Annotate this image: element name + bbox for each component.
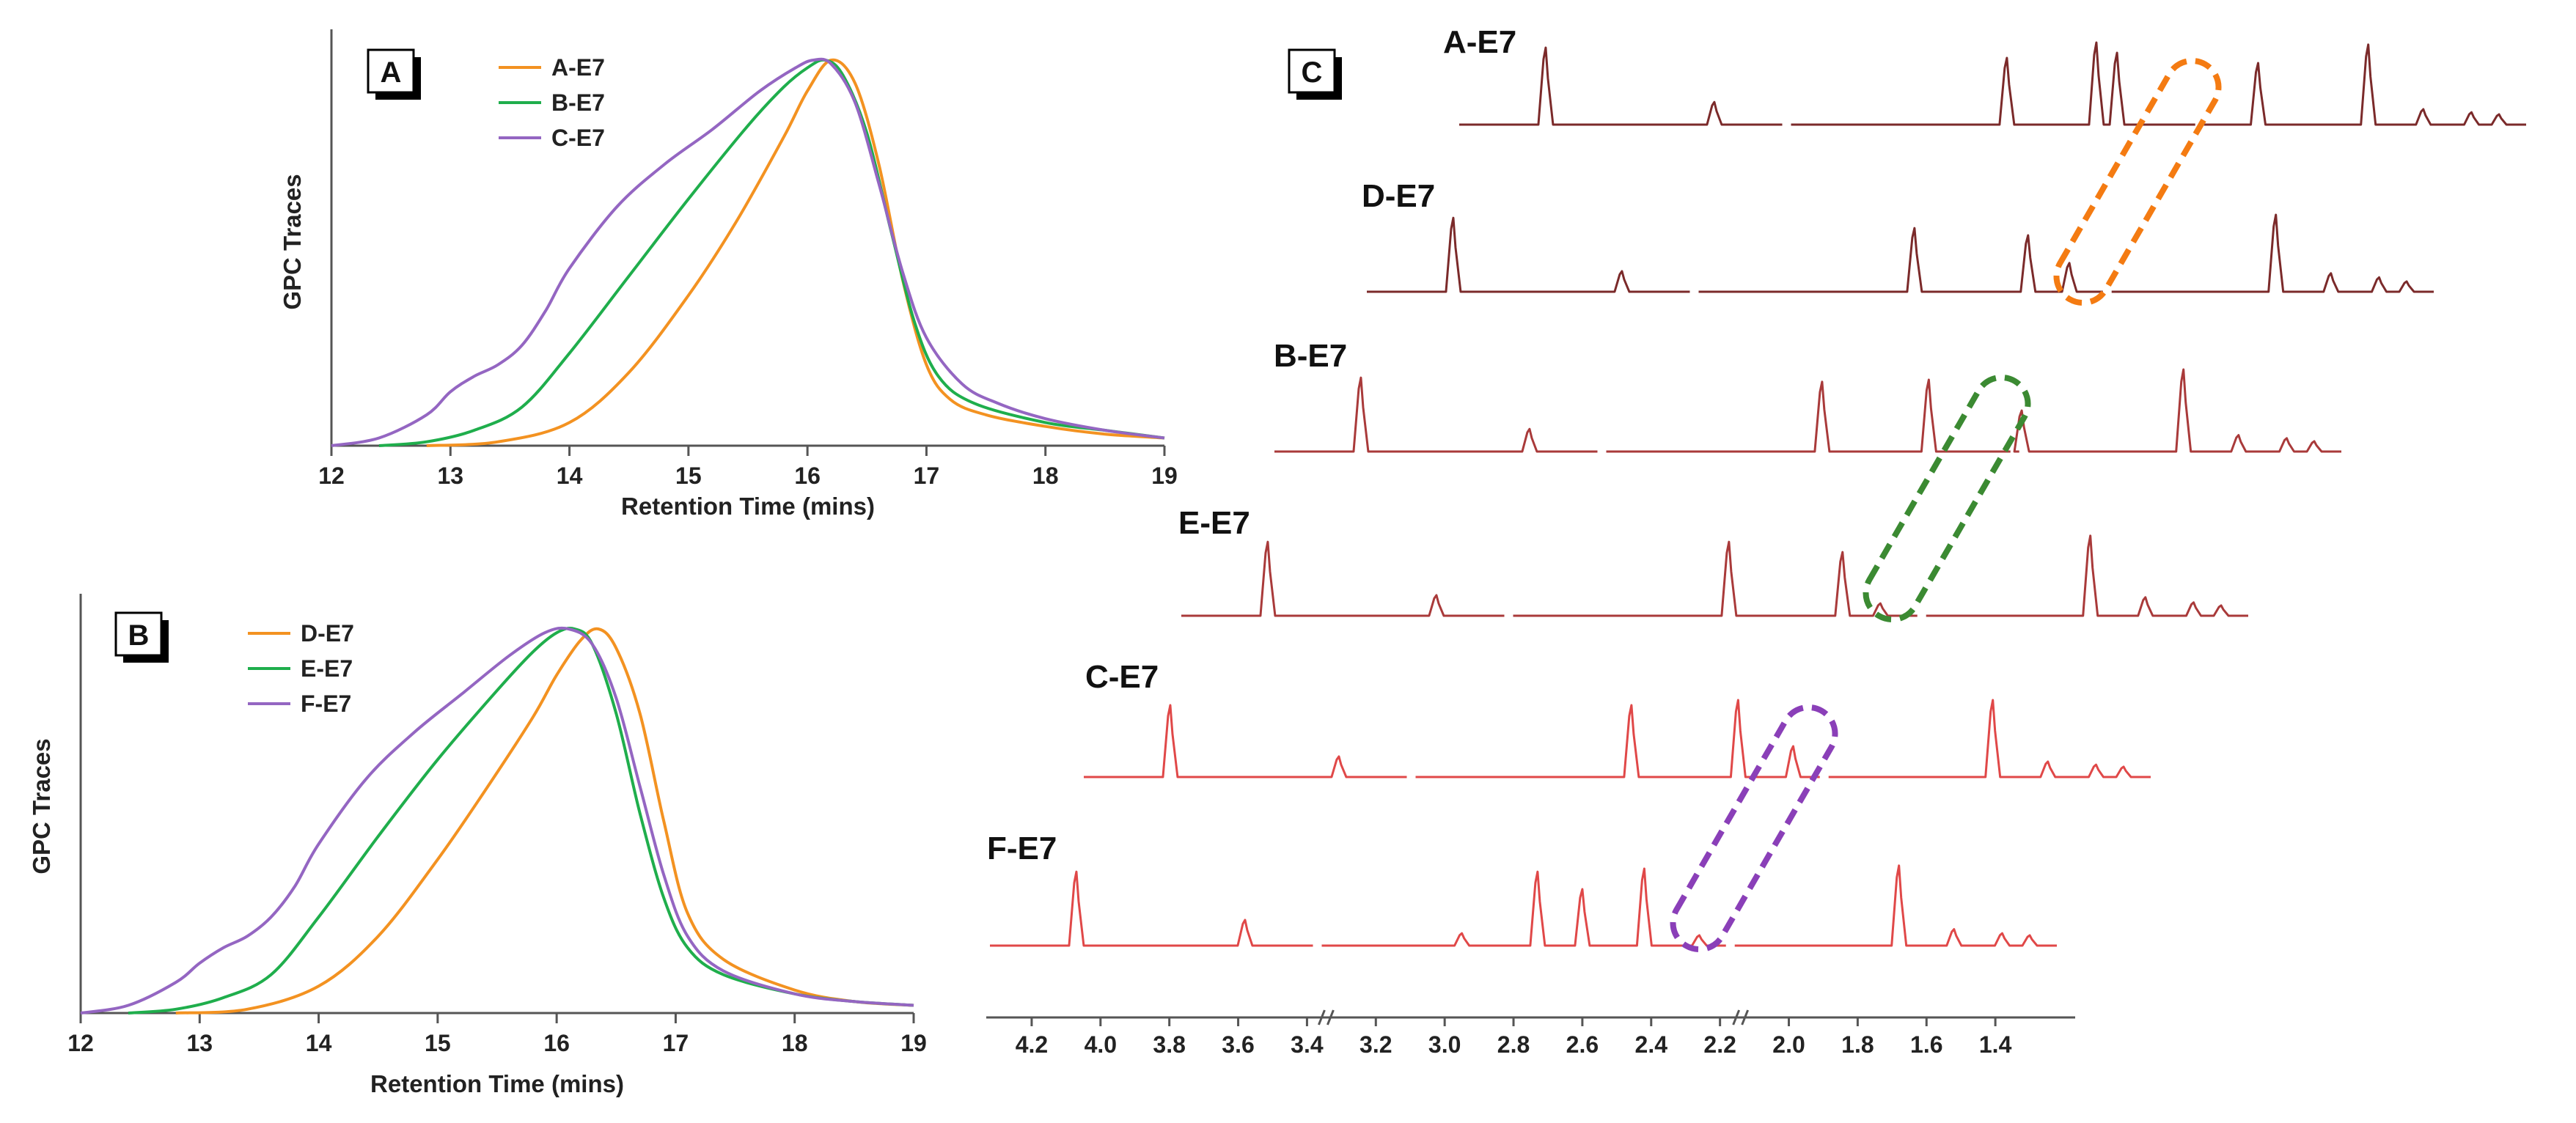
nmr-spectra: A-E7 D-E7 B-E7 E-E7 C-E7 F-E7: [987, 24, 2526, 947]
nmr-spectrum-label: A-E7: [1443, 24, 1516, 60]
x-tick-label: 3.2: [1359, 1031, 1392, 1058]
x-tick-label: 1.6: [1910, 1031, 1942, 1058]
dashed-oval-shape: [1670, 704, 1838, 953]
x-tick-label: 13: [437, 463, 463, 489]
x-ticks-c: 4.2 4.0 3.8 3.6 3.4 3.2 3.0 2.8 2.6 2.4 2.2 2.0 1.8 1…: [1016, 1009, 2012, 1058]
nmr-spectrum-d-e7: D-E7: [1362, 178, 2434, 293]
dashed-oval-c-e7-f-e7: [1670, 704, 1838, 953]
x-tick-label: 1.4: [1979, 1031, 2012, 1058]
x-tick-label: 15: [675, 463, 702, 489]
series-lines-a: [331, 57, 1165, 447]
panel-label-b: B: [114, 611, 169, 663]
axis-break: [1318, 1009, 1335, 1026]
x-tick-label: 14: [306, 1030, 332, 1056]
legend-label: B-E7: [551, 89, 605, 116]
x-tick-label: 19: [1151, 463, 1178, 489]
x-axis-title-a: Retention Time (mins): [621, 493, 875, 520]
gpc-panel-a: 12 13 14 15 16 17 18 19 Retention Time (mins) G…: [279, 29, 1178, 520]
x-tick-label: 3.8: [1153, 1031, 1185, 1058]
x-tick-label: 12: [318, 463, 345, 489]
legend-label: D-E7: [301, 620, 354, 647]
legend-label: F-E7: [301, 691, 351, 717]
axis-break: [1732, 1009, 1750, 1026]
nmr-trace: [1459, 41, 2526, 126]
panel-label-a: A: [367, 48, 421, 100]
x-tick-label: 3.6: [1222, 1031, 1254, 1058]
legend-label: C-E7: [551, 125, 605, 151]
x-tick-label: 17: [914, 463, 940, 489]
panel-letter-a: A: [381, 56, 402, 89]
nmr-panel-c: C A-E7 D-E7 B-E7 E-E7 C-E7 F-E7 4.2 4.0 3.8 3.6 3…: [986, 24, 2526, 1058]
legend-b: D-E7 E-E7 F-E7: [248, 620, 354, 717]
nmr-spectrum-a-e7: A-E7: [1443, 24, 2526, 126]
x-tick-label: 15: [425, 1030, 451, 1056]
nmr-spectrum-b-e7: B-E7: [1274, 338, 2341, 453]
nmr-spectrum-label: D-E7: [1362, 178, 1435, 214]
legend-label: E-E7: [301, 655, 353, 682]
x-tick-label: 2.6: [1566, 1031, 1599, 1058]
x-tick-label: 2.4: [1635, 1031, 1668, 1058]
series-line-b-e7: [378, 58, 1165, 447]
gpc-panel-b: 12 13 14 15 16 17 18 19 Retention Time (mins) G…: [28, 594, 927, 1097]
x-ticks-a: 12 13 14 15 16 17 18 19: [318, 446, 1178, 489]
series-line-f-e7: [80, 626, 914, 1015]
nmr-spectrum-c-e7: C-E7: [1084, 659, 2151, 778]
x-tick-label: 2.0: [1772, 1031, 1805, 1058]
panel-letter-b: B: [128, 619, 150, 652]
series-line-d-e7: [175, 627, 914, 1015]
nmr-trace: [1181, 534, 2248, 617]
dashed-oval-shape: [1863, 374, 2031, 623]
y-axis-title-a: GPC Traces: [279, 174, 306, 309]
x-tick-label: 2.2: [1703, 1031, 1736, 1058]
dashed-oval-shape: [2053, 57, 2222, 306]
x-tick-label: 16: [543, 1030, 570, 1056]
x-axis-title-b: Retention Time (mins): [370, 1070, 624, 1097]
panel-letter-c: C: [1302, 56, 1323, 89]
x-ticks-b: 12 13 14 15 16 17 18 19: [67, 1013, 927, 1056]
x-tick-label: 2.8: [1497, 1031, 1530, 1058]
x-tick-label: 4.2: [1016, 1031, 1048, 1058]
legend-a: A-E7 B-E7 C-E7: [499, 54, 605, 151]
nmr-trace: [1274, 368, 2341, 453]
x-tick-label: 17: [663, 1030, 689, 1056]
x-tick-label: 18: [782, 1030, 808, 1056]
x-tick-label: 13: [186, 1030, 213, 1056]
nmr-trace: [1084, 699, 2151, 778]
x-tick-label: 14: [557, 463, 583, 489]
x-tick-label: 18: [1032, 463, 1059, 489]
nmr-spectrum-label: E-E7: [1178, 505, 1250, 541]
dashed-oval-b-e7-e-e7: [1863, 374, 2031, 623]
nmr-spectrum-label: C-E7: [1085, 659, 1159, 695]
series-line-c-e7: [331, 57, 1165, 447]
nmr-trace: [1367, 213, 2434, 293]
nmr-spectrum-label: F-E7: [987, 831, 1057, 866]
x-tick-label: 3.0: [1428, 1031, 1461, 1058]
x-tick-label: 4.0: [1085, 1031, 1117, 1058]
dashed-ovals: [1670, 57, 2222, 953]
series-lines-b: [80, 626, 914, 1015]
series-line-e-e7: [128, 626, 914, 1015]
dashed-oval-a-e7-d-e7: [2053, 57, 2222, 306]
nmr-spectrum-e-e7: E-E7: [1178, 505, 2248, 617]
x-tick-label: 16: [794, 463, 821, 489]
nmr-spectrum-f-e7: F-E7: [987, 831, 2057, 947]
y-axis-title-b: GPC Traces: [28, 738, 55, 874]
nmr-trace: [990, 864, 2057, 947]
x-tick-label: 3.4: [1291, 1031, 1324, 1058]
legend-label: A-E7: [551, 54, 605, 81]
series-line-a-e7: [426, 58, 1165, 447]
x-tick-label: 1.8: [1841, 1031, 1874, 1058]
x-tick-label: 12: [67, 1030, 94, 1056]
x-tick-label: 19: [900, 1030, 927, 1056]
panel-label-c: C: [1288, 48, 1342, 100]
nmr-spectrum-label: B-E7: [1274, 338, 1347, 374]
